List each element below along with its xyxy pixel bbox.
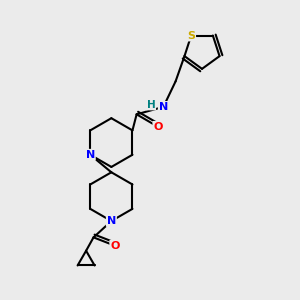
Text: O: O xyxy=(153,122,163,132)
Text: H: H xyxy=(146,100,155,110)
Text: N: N xyxy=(107,216,116,226)
Text: N: N xyxy=(159,102,168,112)
Text: S: S xyxy=(187,31,195,40)
Text: O: O xyxy=(110,241,120,251)
Text: N: N xyxy=(85,150,95,160)
